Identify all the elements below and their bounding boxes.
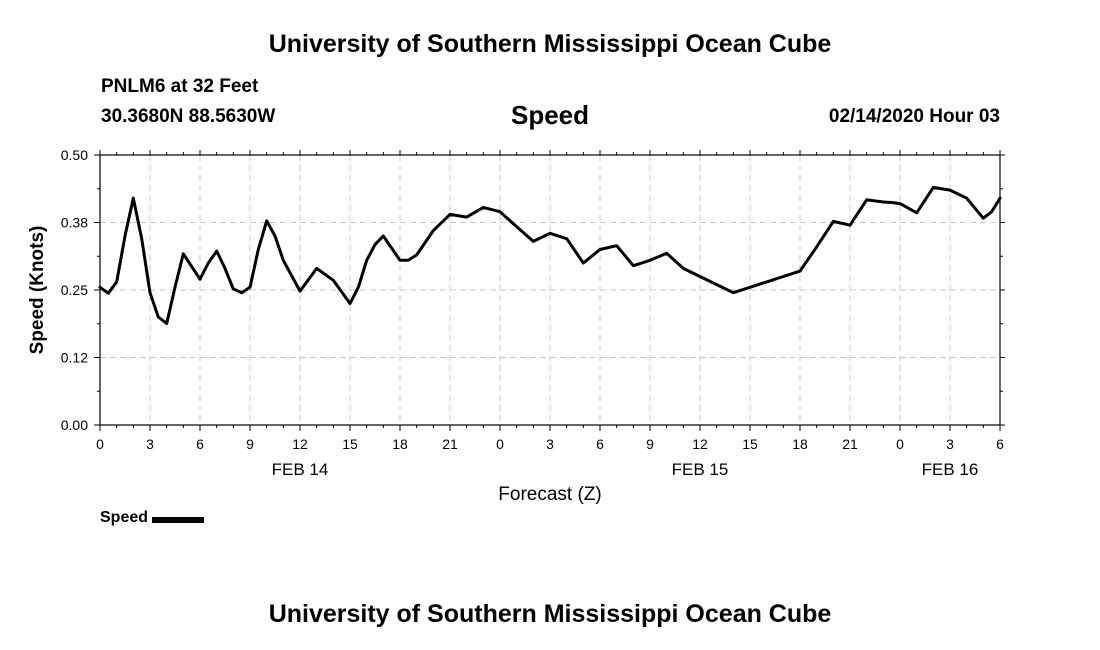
- x-tick-label: 0: [496, 436, 504, 452]
- series-layer: [98, 185, 1002, 325]
- x-tick-label: 9: [646, 436, 654, 452]
- x-tick-label: 12: [292, 436, 308, 452]
- grid-layer: [100, 155, 1000, 425]
- y-tick-label: 0.38: [61, 215, 88, 231]
- x-tick-label: 15: [742, 436, 758, 452]
- datetime-label: 02/14/2020 Hour 03: [828, 106, 1000, 127]
- x-tick-label: 21: [442, 436, 458, 452]
- x-tick-label: 0: [896, 436, 904, 452]
- x-tick-label: 6: [196, 436, 204, 452]
- legend-line-swatch: [152, 517, 205, 523]
- x-tick-label: 3: [146, 436, 154, 452]
- x-tick-label: 3: [546, 436, 554, 452]
- y-tick-label: 0.00: [61, 417, 88, 433]
- x-tick-label: 6: [596, 436, 604, 452]
- y-tick-label: 0.50: [61, 147, 88, 163]
- day-label: FEB 15: [672, 460, 729, 479]
- chart-title: Speed: [510, 100, 590, 130]
- coordinates-label: 30.3680N 88.5630W: [101, 106, 276, 127]
- axis-layer: [94, 150, 1005, 431]
- x-tick-label: 15: [342, 436, 358, 452]
- x-axis-label: Forecast (Z): [498, 484, 601, 505]
- y-tick-label: 0.12: [61, 350, 88, 366]
- page-title: University of Southern Mississippi Ocean…: [268, 30, 832, 58]
- x-tick-label: 21: [842, 436, 858, 452]
- speed-series-line: [98, 185, 1002, 325]
- x-tick-label: 6: [996, 436, 1004, 452]
- day-label: FEB 16: [922, 460, 979, 479]
- footer-title: University of Southern Mississippi Ocean…: [268, 600, 832, 628]
- x-tick-label: 12: [692, 436, 708, 452]
- y-tick-label: 0.25: [61, 282, 88, 298]
- x-tick-label: 0: [96, 436, 104, 452]
- x-tick-label: 9: [246, 436, 254, 452]
- day-label: FEB 14: [272, 460, 329, 479]
- x-tick-label: 18: [392, 436, 408, 452]
- station-label: PNLM6 at 32 Feet: [101, 76, 259, 97]
- plot-frame: [99, 154, 1001, 426]
- y-axis-label: Speed (Knots): [27, 226, 48, 355]
- x-tick-label: 3: [946, 436, 954, 452]
- legend-label: Speed: [100, 509, 149, 526]
- label-layer: 0 3 6 9 12 15 18 21 0 3 6 9 12 15 18 21 0 3 6 0.00 0.12 0.25 0…: [27, 147, 1004, 505]
- x-tick-label: 18: [792, 436, 808, 452]
- legend: Speed: [100, 509, 205, 527]
